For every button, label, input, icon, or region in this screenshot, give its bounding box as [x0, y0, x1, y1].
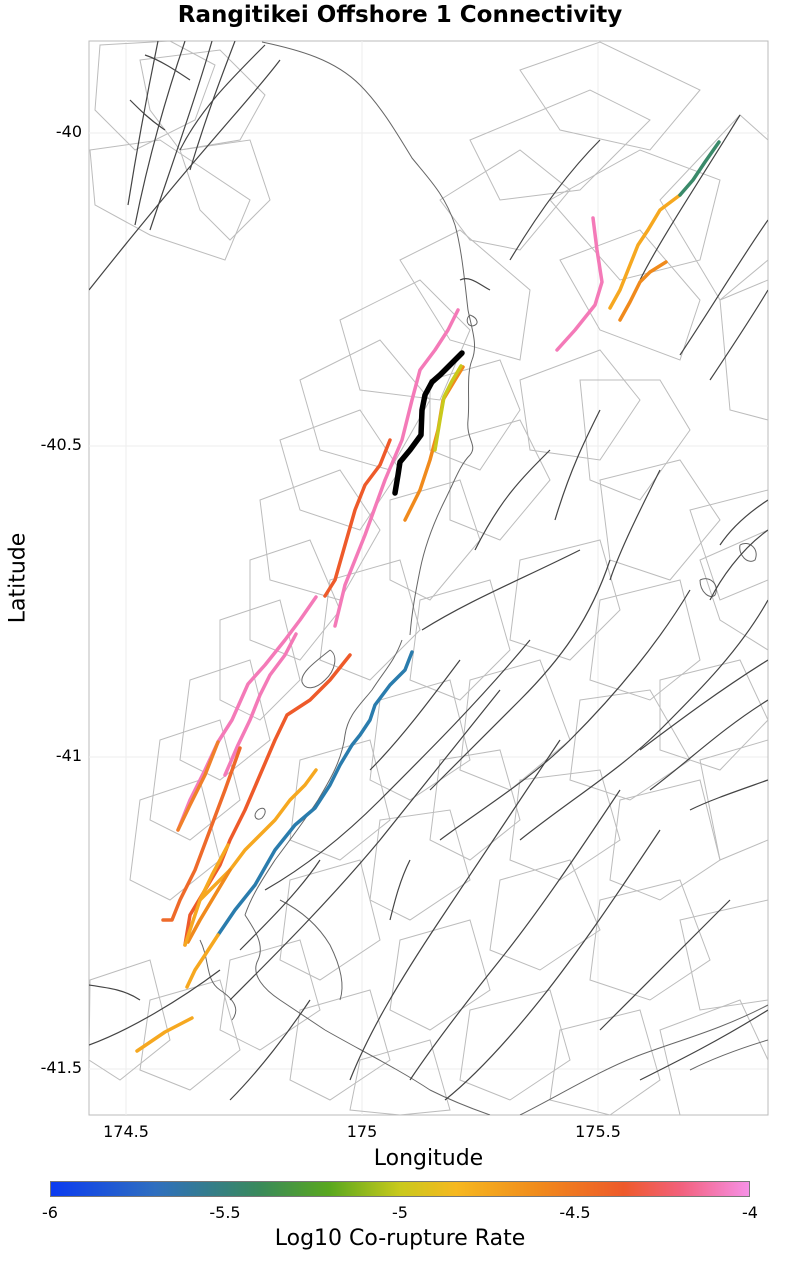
colorbar-label: Log10 Co-rupture Rate — [274, 1226, 526, 1251]
rupture-trace — [223, 632, 298, 777]
rupture-trace — [135, 1016, 194, 1053]
rupture-trace — [333, 308, 460, 628]
rupture-trace — [618, 260, 668, 322]
x-tick-label: 174.5 — [103, 1122, 149, 1141]
rupture-trace — [176, 740, 220, 832]
rupture-trace — [183, 843, 230, 947]
rupture-trace — [161, 746, 242, 922]
rupture-trace — [433, 364, 463, 452]
rupture-trace — [198, 768, 318, 902]
rupture-trace — [678, 140, 721, 197]
colorbar-tick-label: -5.5 — [209, 1203, 241, 1222]
co-rupture-traces — [135, 140, 721, 1053]
coastline — [199, 41, 768, 1115]
rupture-trace — [555, 216, 604, 352]
y-tick-label: -41 — [55, 746, 82, 765]
plot-frame — [88, 40, 769, 1116]
y-tick-label: -41.5 — [40, 1058, 82, 1077]
x-tick-label: 175 — [346, 1122, 378, 1141]
colorbar — [50, 1181, 750, 1197]
rupture-trace — [216, 650, 414, 937]
x-axis-label: Longitude — [373, 1146, 484, 1171]
y-tick-label: -40 — [55, 122, 82, 141]
rupture-trace — [186, 868, 232, 944]
rupture-trace — [176, 595, 318, 832]
colorbar-tick-label: -4.5 — [559, 1203, 591, 1222]
x-tick-label: 175.5 — [575, 1122, 621, 1141]
colorbar-tick-label: -5 — [392, 1203, 408, 1222]
chart-title: Rangitikei Offshore 1 Connectivity — [177, 2, 623, 28]
rupture-trace — [608, 193, 682, 310]
target-fault-trace — [392, 350, 465, 496]
rupture-trace — [323, 438, 392, 598]
fault-polygons — [89, 41, 768, 1115]
colorbar-tick-label: -6 — [42, 1203, 58, 1222]
rupture-trace — [185, 933, 220, 989]
fault-traces — [89, 41, 768, 1101]
y-axis-label: Latitude — [5, 532, 31, 624]
colorbar-tick-label: -4 — [742, 1203, 758, 1222]
y-tick-label: -40.5 — [40, 435, 82, 454]
